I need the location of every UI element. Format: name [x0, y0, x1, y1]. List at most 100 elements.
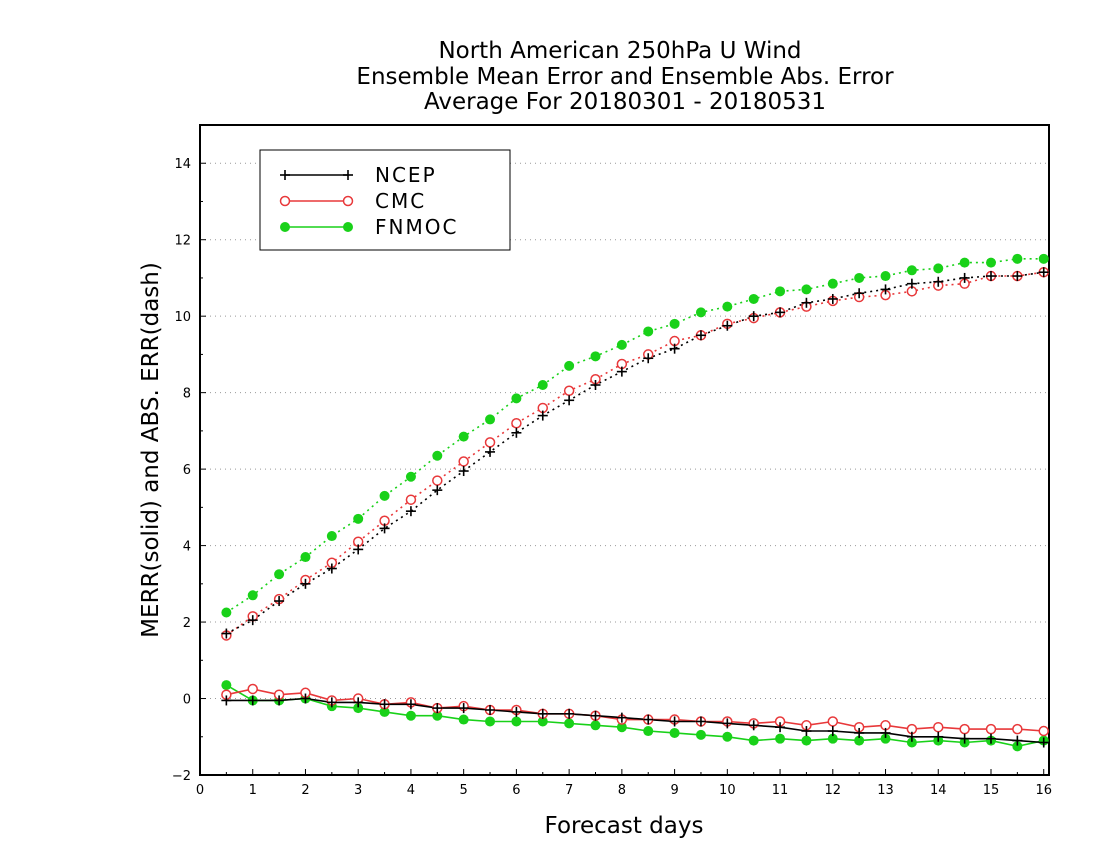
fnmoc-mean-err-point — [775, 733, 786, 744]
fnmoc-mean-err-point — [405, 710, 416, 721]
ncep-abs-err-point — [590, 380, 601, 390]
fnmoc-mean-err-point — [432, 710, 443, 721]
ncep-mean-err-point — [669, 716, 680, 727]
ncep-abs-err-point — [669, 343, 680, 354]
title-line-1: North American 250hPa U Wind — [438, 38, 801, 64]
x-axis: 0 1 2 3 4 5 6 7 8 9 10 11 12 13 14 15 16 — [196, 769, 1052, 798]
ncep-mean-err-point — [590, 710, 601, 721]
ncep-abs-err-point — [485, 446, 496, 457]
fnmoc-mean-err-point — [880, 733, 891, 744]
ncep-abs-err-point — [1038, 267, 1049, 278]
ncep-mean-err-point — [695, 716, 706, 727]
ncep-abs-err-point — [827, 293, 838, 304]
ncep-abs-err-point — [458, 466, 469, 477]
ncep-abs-err-point — [274, 596, 285, 607]
cmc-abs-err-point — [458, 456, 469, 467]
plot-area — [221, 253, 1049, 752]
fnmoc-abs-err-line — [225, 257, 1044, 614]
ncep-mean-err-point — [405, 699, 416, 710]
ncep-mean-err-point — [959, 733, 970, 744]
fnmoc-abs-err-point — [511, 393, 522, 404]
ncep-mean-err-point — [537, 708, 548, 719]
x-tick-label: 6 — [512, 783, 520, 798]
ncep-abs-err-point — [247, 615, 258, 626]
cmc-abs-err-point — [432, 475, 443, 486]
ncep-mean-err-line — [226, 697, 1044, 744]
cmc-mean-err-point — [1012, 723, 1023, 735]
x-axis-label: Forecast days — [545, 813, 704, 839]
fnmoc-mean-err-point — [458, 714, 469, 725]
ncep-mean-err-point — [722, 718, 733, 729]
x-tick-label: 13 — [877, 783, 894, 798]
ncep-mean-err-point — [854, 727, 865, 738]
fnmoc-abs-err-point — [906, 265, 917, 276]
ncep-mean-err-point — [880, 727, 891, 738]
legend-fnmoc-marker — [343, 222, 353, 232]
cmc-mean-err-point — [933, 721, 944, 733]
ncep-mean-err-point — [274, 695, 285, 706]
fnmoc-mean-err-point — [537, 716, 548, 727]
fnmoc-mean-err-point — [590, 720, 601, 731]
ncep-abs-err-point — [933, 276, 944, 287]
fnmoc-abs-err-point — [854, 272, 865, 283]
ncep-abs-err-point — [221, 628, 232, 639]
ncep-abs-err-point — [537, 410, 548, 421]
fnmoc-abs-err-point — [827, 278, 838, 289]
y-tick-label: 8 — [183, 387, 191, 402]
ncep-mean-err-point — [326, 697, 337, 708]
cmc-mean-err-point — [1038, 725, 1049, 737]
fnmoc-abs-err-point — [616, 339, 627, 350]
fnmoc-mean-err-point — [221, 680, 232, 691]
ncep-abs-err-point — [405, 506, 416, 517]
fnmoc-abs-err-point — [221, 607, 232, 618]
ncep-abs-err-point — [722, 320, 733, 331]
cmc-mean-err-point — [959, 723, 970, 735]
x-tick-label: 11 — [772, 783, 789, 798]
ncep-abs-err-point — [959, 272, 970, 283]
legend-ncep-marker — [343, 170, 353, 180]
grid — [200, 162, 1049, 776]
fnmoc-abs-err-point — [775, 286, 786, 297]
y-tick-label: 6 — [183, 463, 191, 478]
ncep-mean-err-point — [432, 703, 443, 714]
title-line-3: Average For 20180301 - 20180531 — [424, 89, 826, 115]
fnmoc-mean-err-point — [1012, 741, 1023, 752]
ncep-mean-err-point — [1038, 737, 1049, 748]
legend-cmc-marker — [342, 195, 354, 207]
ncep-mean-err-point — [827, 726, 838, 737]
fnmoc-abs-err-point — [695, 307, 706, 318]
ncep-mean-err-point — [643, 714, 654, 725]
ncep-mean-err-point — [458, 703, 469, 714]
fnmoc-abs-err-point — [353, 513, 364, 524]
chart-title: North American 250hPa U Wind Ensemble Me… — [356, 38, 894, 115]
y-tick-label: 12 — [174, 234, 191, 249]
fnmoc-abs-err-point — [458, 431, 469, 442]
legend-ncep-label: NCEP — [375, 163, 437, 187]
fnmoc-abs-err-point — [880, 271, 891, 282]
fnmoc-mean-err-point — [722, 731, 733, 742]
fnmoc-mean-err-point — [616, 722, 627, 733]
fnmoc-mean-err-point — [801, 735, 812, 746]
fnmoc-mean-err-point — [511, 716, 522, 727]
x-tick-label: 9 — [670, 783, 678, 798]
ncep-abs-err-point — [616, 366, 627, 377]
ncep-abs-err-point — [695, 330, 706, 341]
fnmoc-mean-err-point — [485, 716, 496, 727]
ncep-mean-err-point — [1012, 735, 1023, 746]
ncep-abs-err-point — [985, 271, 996, 282]
fnmoc-abs-err-point — [669, 318, 680, 329]
cmc-abs-err-point — [405, 494, 417, 505]
fnmoc-abs-err-point — [326, 531, 337, 542]
x-tick-label: 12 — [825, 783, 842, 798]
x-tick-label: 1 — [249, 783, 257, 798]
fnmoc-mean-err-point — [854, 735, 865, 746]
fnmoc-mean-err-point — [669, 727, 680, 738]
fnmoc-abs-err-point — [537, 380, 548, 390]
fnmoc-abs-err-point — [748, 293, 759, 304]
ncep-mean-err-point — [775, 722, 786, 733]
fnmoc-mean-err-point — [695, 729, 706, 740]
cmc-mean-err-point — [985, 723, 997, 735]
ncep-abs-err-point — [432, 485, 443, 496]
y-tick-label: 4 — [183, 540, 191, 555]
